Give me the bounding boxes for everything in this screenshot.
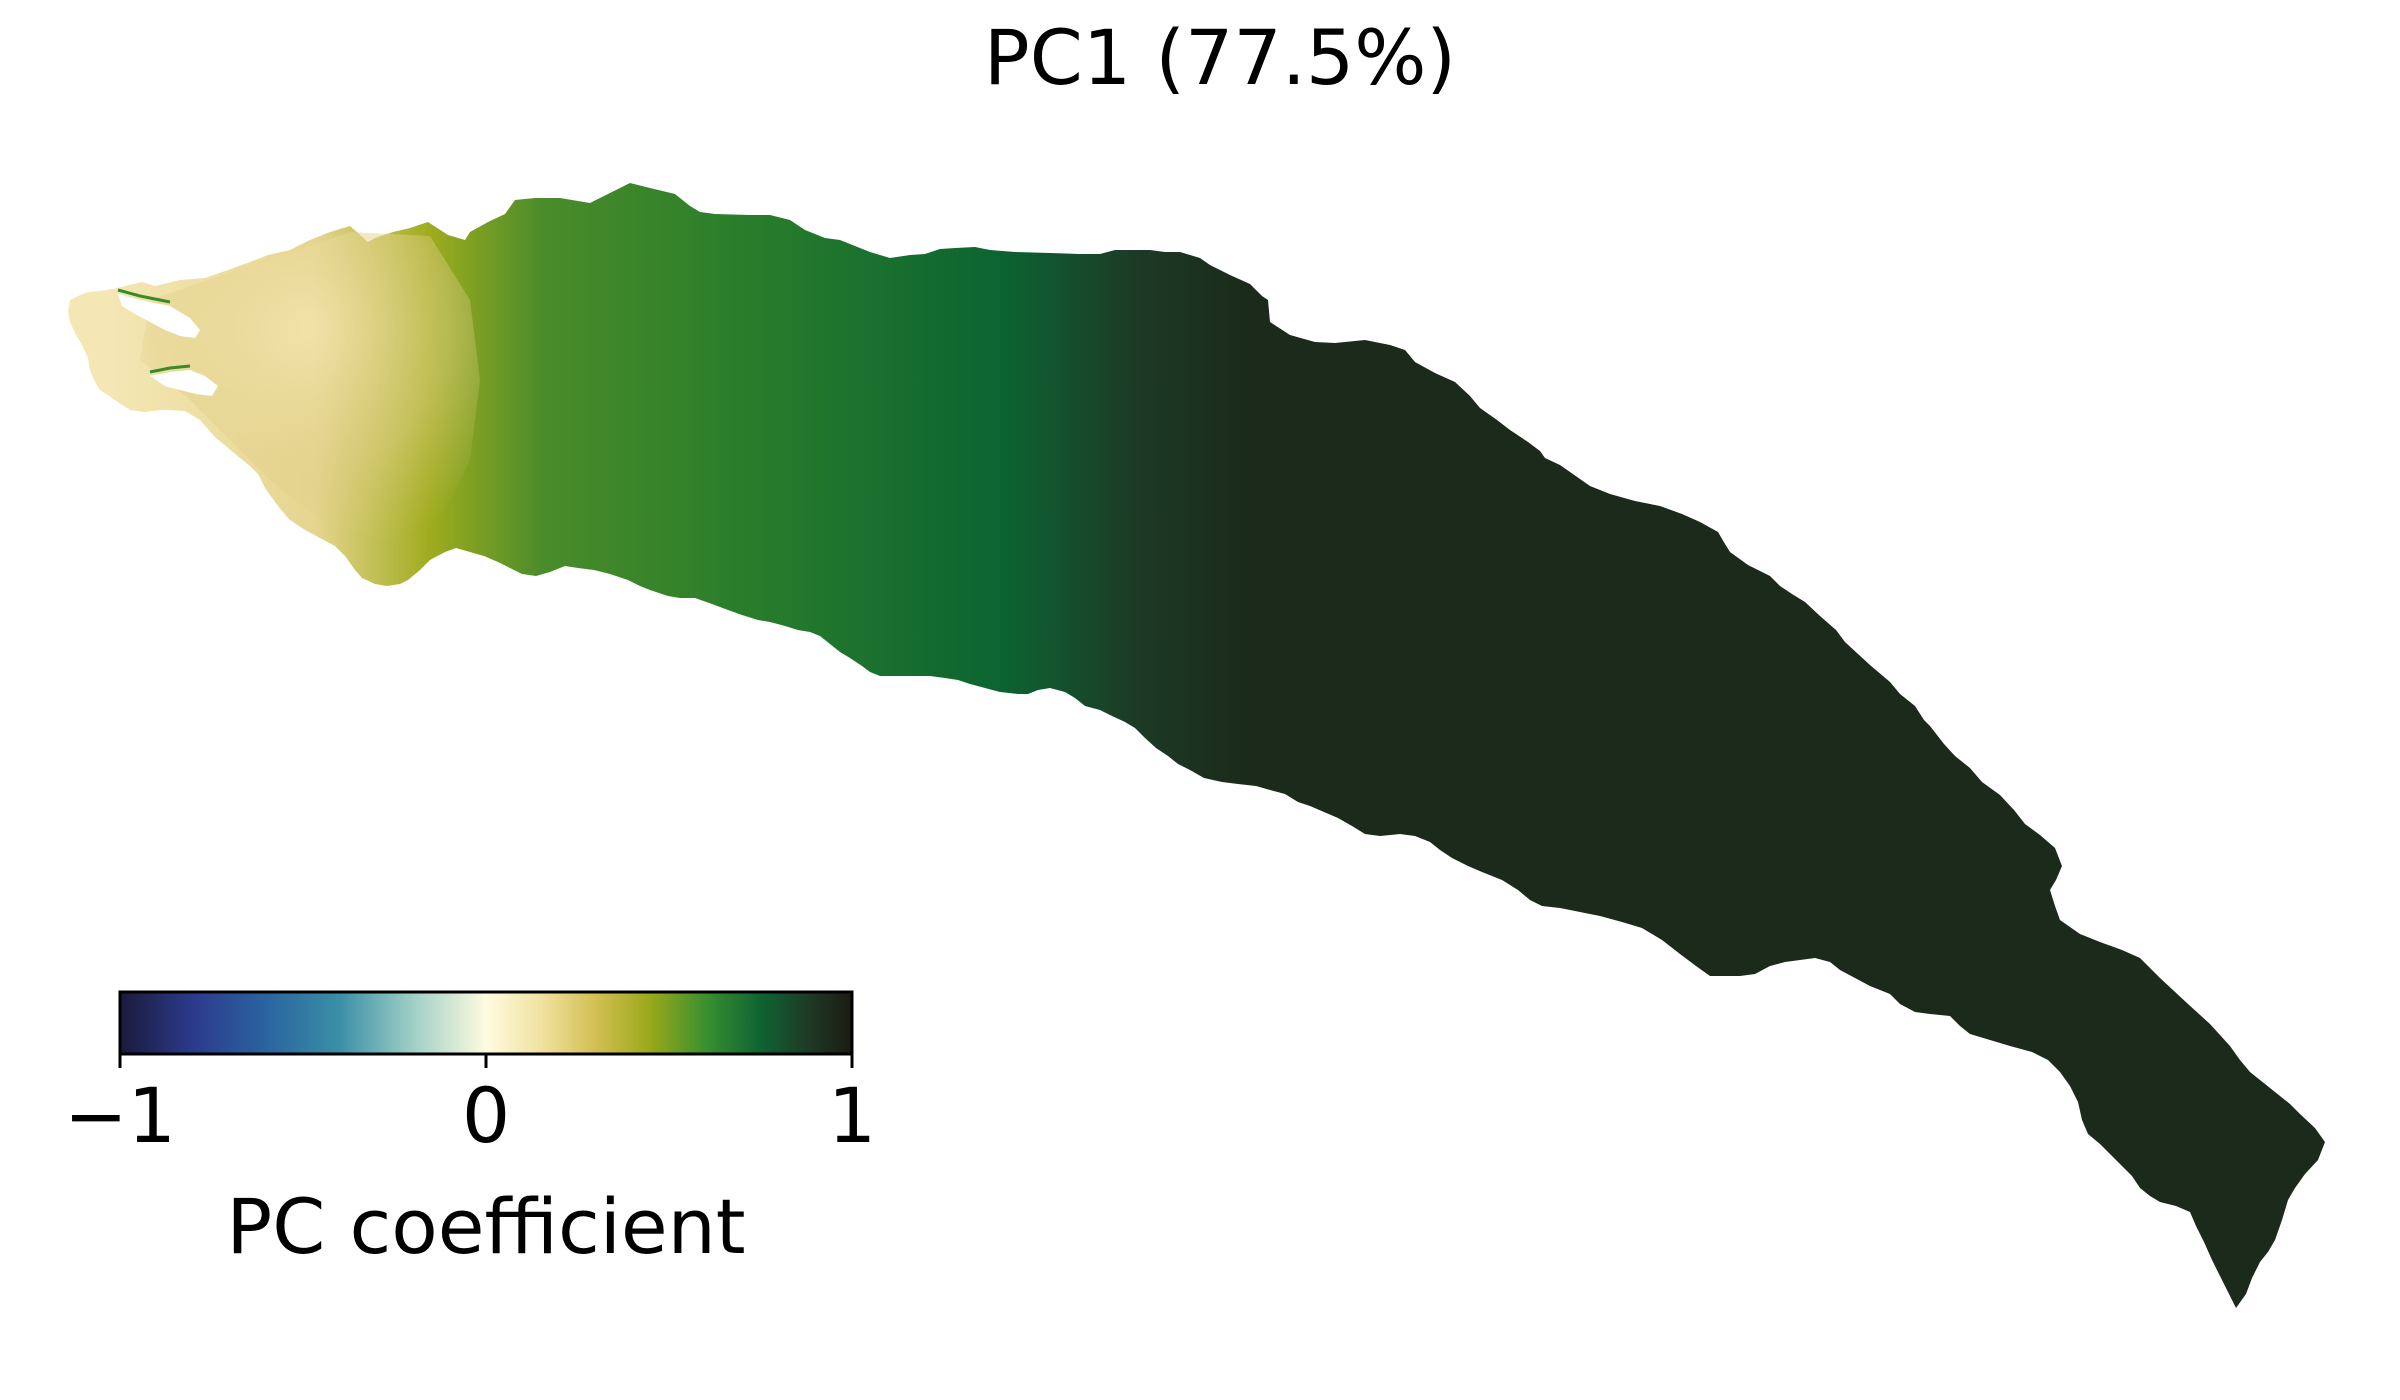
colorbar-label: PC coefficient: [226, 1182, 745, 1271]
region-light-patch: [140, 232, 480, 540]
figure-title: PC1 (77.5%): [984, 13, 1456, 102]
colorbar-tick-label: 0: [462, 1071, 510, 1160]
inlet-south: [150, 370, 218, 396]
inlet-north: [118, 294, 200, 338]
colorbar-ticks: −1 0 1: [64, 1054, 876, 1160]
inlet-south-edge: [149, 364, 191, 374]
region-map: [68, 183, 2325, 1308]
colorbar-tick-label: −1: [64, 1071, 176, 1160]
colorbar-gradient: [120, 992, 852, 1054]
colorbar-tick-label: 1: [828, 1071, 876, 1160]
colorbar: −1 0 1 PC coefficient: [64, 990, 876, 1271]
inlet-north-edge: [117, 288, 171, 304]
west-tip-inlets: [117, 288, 218, 396]
region-shape: [68, 183, 2325, 1308]
